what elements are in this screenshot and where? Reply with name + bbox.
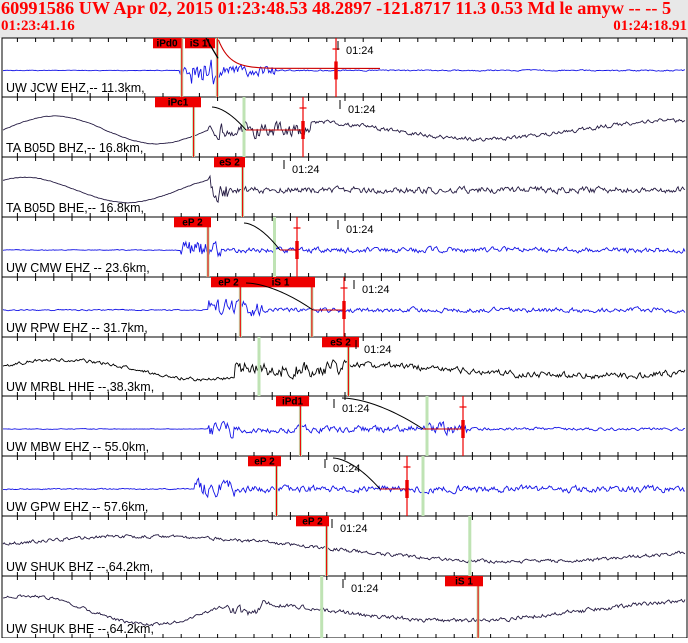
svg-text:UW MRBL HHE --,38.3km,: UW MRBL HHE --,38.3km, [6, 380, 154, 394]
svg-text:01:24: 01:24 [364, 344, 392, 356]
svg-text:TA B05D BHZ,-- 16.8km,: TA B05D BHZ,-- 16.8km, [6, 141, 143, 155]
svg-text:eP 2: eP 2 [254, 456, 275, 467]
svg-text:01:24: 01:24 [340, 523, 368, 535]
svg-text:01:24: 01:24 [362, 284, 390, 296]
svg-text:01:24: 01:24 [333, 463, 361, 475]
svg-text:01:24: 01:24 [342, 403, 370, 415]
svg-text:01:23:41.16: 01:23:41.16 [1, 18, 75, 34]
svg-text:60991586 UW Apr 02, 2015 01:23: 60991586 UW Apr 02, 2015 01:23:48.53 48.… [1, 0, 671, 18]
svg-text:01:24: 01:24 [351, 583, 379, 595]
svg-text:iPc1: iPc1 [168, 97, 189, 108]
svg-text:eP 2: eP 2 [182, 217, 203, 228]
svg-text:iPd0: iPd0 [156, 38, 178, 49]
svg-text:01:24: 01:24 [292, 164, 320, 176]
svg-text:UW GPW EHZ -- 57.6km,: UW GPW EHZ -- 57.6km, [6, 500, 148, 514]
svg-text:UW JCW EHZ,-- 11.3km,: UW JCW EHZ,-- 11.3km, [6, 81, 145, 95]
svg-text:01:24: 01:24 [348, 104, 376, 116]
svg-text:UW SHUK BHE --,64.2km,: UW SHUK BHE --,64.2km, [6, 622, 154, 636]
svg-text:UW MBW EHZ -- 55.0km,: UW MBW EHZ -- 55.0km, [6, 440, 149, 454]
svg-text:iS 1\: iS 1\ [190, 38, 211, 49]
svg-text:UW CMW EHZ -- 23.6km,: UW CMW EHZ -- 23.6km, [6, 261, 150, 275]
svg-text:01:24: 01:24 [346, 224, 374, 236]
svg-text:01:24:18.91: 01:24:18.91 [613, 18, 687, 34]
svg-text:eS 2: eS 2 [330, 337, 351, 348]
svg-text:UW SHUK BHZ --,64.2km,: UW SHUK BHZ --,64.2km, [6, 560, 153, 574]
svg-text:iPd1: iPd1 [282, 396, 304, 407]
svg-text:TA B05D BHE,-- 16.8km,: TA B05D BHE,-- 16.8km, [6, 201, 144, 215]
svg-text:iS 1: iS 1 [455, 576, 473, 587]
svg-text:UW RPW EHZ -- 31.7km,: UW RPW EHZ -- 31.7km, [6, 321, 148, 335]
svg-text:iS 1: iS 1 [272, 277, 290, 288]
svg-text:eS 2: eS 2 [219, 157, 240, 168]
svg-text:eP 2: eP 2 [302, 516, 323, 527]
svg-text:eP 2: eP 2 [218, 277, 239, 288]
svg-text:01:24: 01:24 [346, 45, 374, 57]
